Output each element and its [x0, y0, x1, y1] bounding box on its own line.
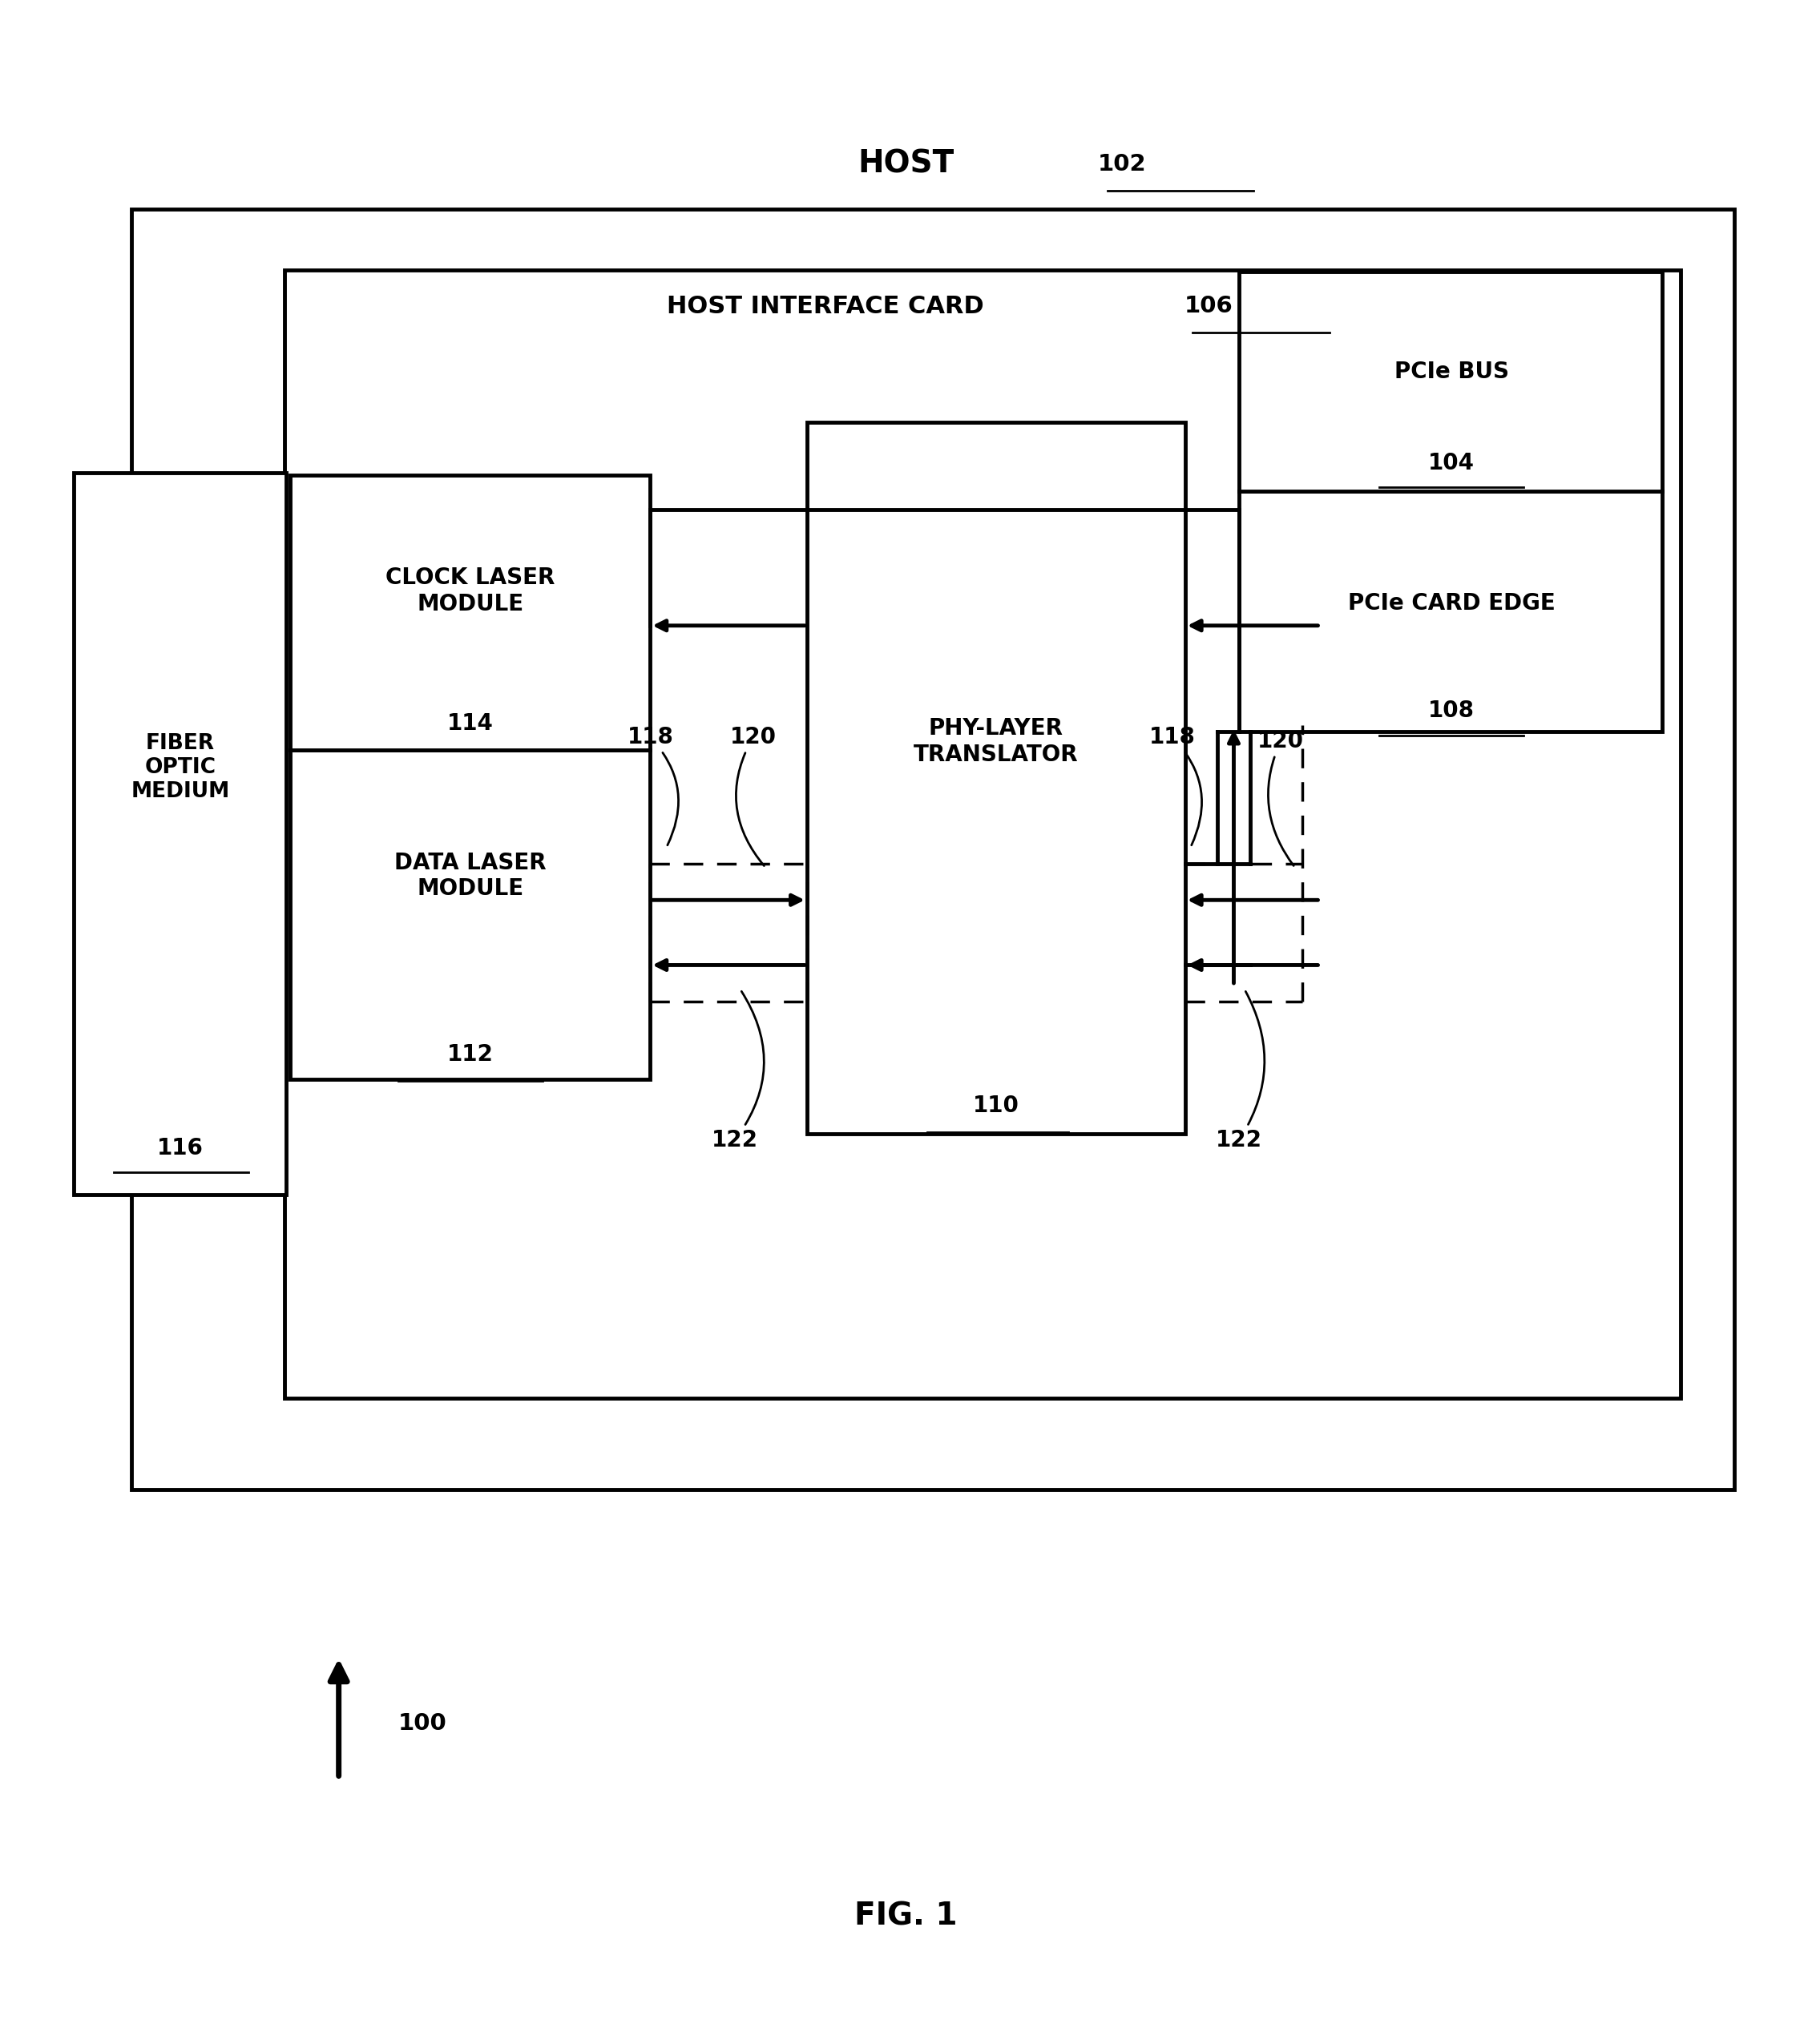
Text: PCIe BUS: PCIe BUS	[1395, 360, 1509, 382]
Text: 120: 120	[730, 726, 776, 867]
Text: DATA LASER
MODULE: DATA LASER MODULE	[395, 852, 545, 899]
Text: 106: 106	[1185, 294, 1232, 317]
Text: 100: 100	[399, 1713, 448, 1735]
Text: 118: 118	[1149, 726, 1201, 844]
Bar	[132, 208, 1734, 1490]
Text: 118: 118	[627, 726, 678, 844]
Text: 120: 120	[1258, 730, 1305, 867]
Bar	[290, 750, 651, 1079]
Text: 114: 114	[448, 711, 493, 734]
Text: 104: 104	[1428, 452, 1475, 474]
Text: CLOCK LASER
MODULE: CLOCK LASER MODULE	[386, 566, 554, 615]
Text: FIG. 1: FIG. 1	[855, 1901, 957, 1932]
Bar	[1239, 272, 1662, 491]
Bar	[806, 423, 1185, 1134]
Text: 112: 112	[448, 1042, 493, 1065]
Bar	[290, 474, 651, 750]
Text: 116: 116	[158, 1136, 203, 1159]
Text: FIBER
OPTIC
MEDIUM: FIBER OPTIC MEDIUM	[130, 734, 230, 803]
Text: PHY-LAYER
TRANSLATOR: PHY-LAYER TRANSLATOR	[913, 717, 1078, 766]
Text: HOST: HOST	[857, 149, 955, 180]
Bar	[74, 472, 286, 1196]
Bar	[1239, 491, 1662, 732]
Text: HOST INTERFACE CARD: HOST INTERFACE CARD	[667, 294, 984, 319]
Text: 108: 108	[1428, 699, 1475, 722]
Text: PCIe CARD EDGE: PCIe CARD EDGE	[1348, 593, 1555, 615]
Text: 122: 122	[1216, 991, 1265, 1151]
Text: 102: 102	[1098, 153, 1147, 176]
Text: 110: 110	[973, 1094, 1018, 1116]
Bar	[284, 270, 1680, 1398]
Text: 122: 122	[712, 991, 765, 1151]
